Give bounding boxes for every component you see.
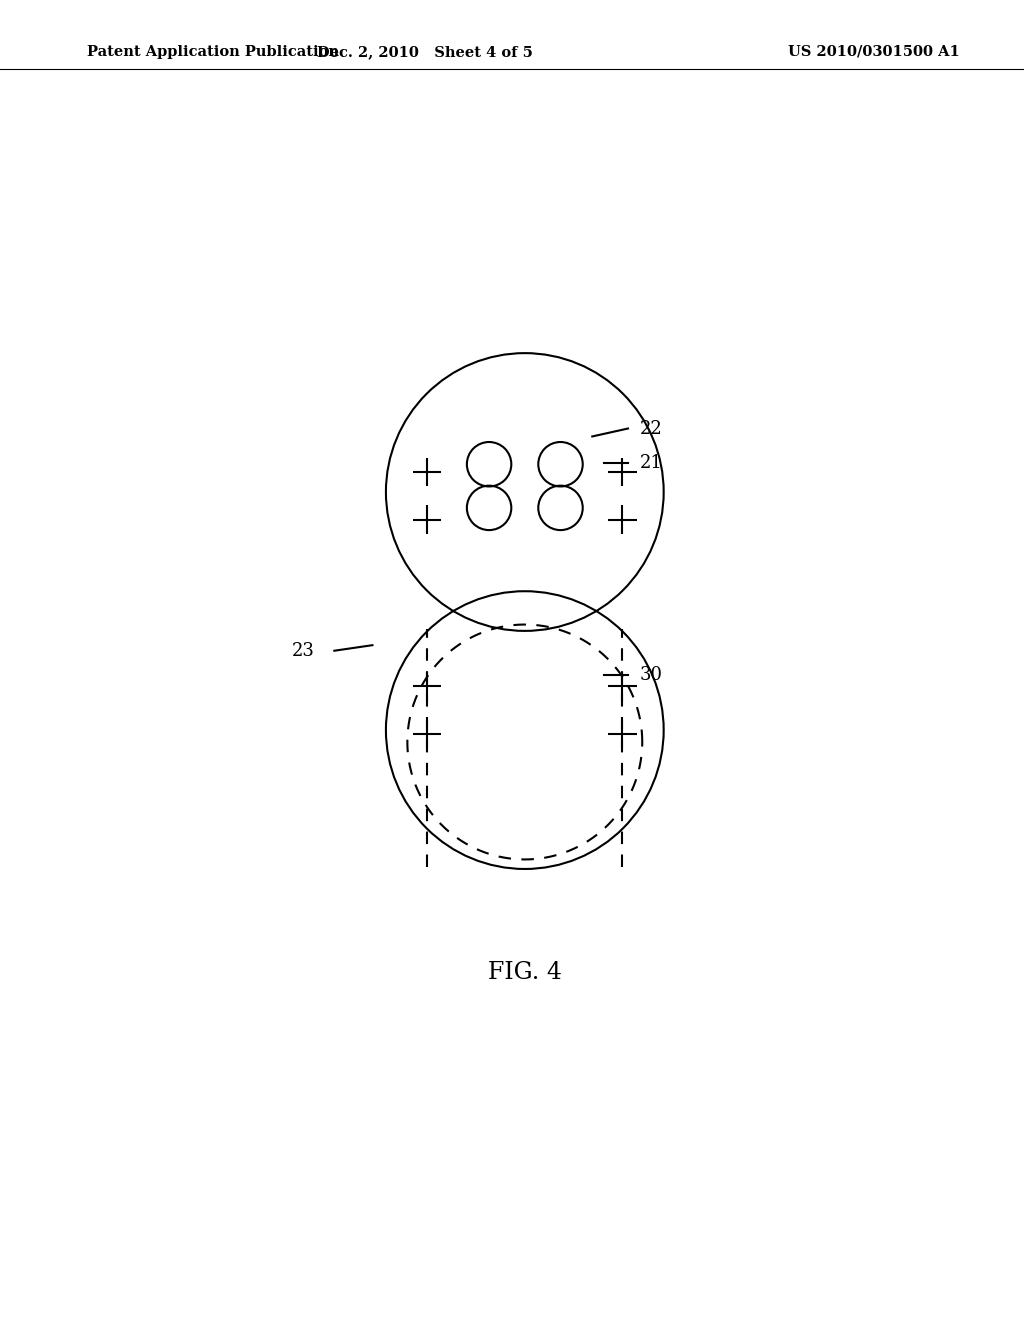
Text: 22: 22 — [640, 420, 663, 437]
Text: 23: 23 — [292, 642, 314, 660]
Text: 30: 30 — [640, 665, 663, 684]
Text: US 2010/0301500 A1: US 2010/0301500 A1 — [788, 45, 961, 59]
Text: FIG. 4: FIG. 4 — [487, 961, 562, 983]
Text: 21: 21 — [640, 454, 663, 471]
Text: Patent Application Publication: Patent Application Publication — [87, 45, 339, 59]
Text: Dec. 2, 2010   Sheet 4 of 5: Dec. 2, 2010 Sheet 4 of 5 — [317, 45, 532, 59]
